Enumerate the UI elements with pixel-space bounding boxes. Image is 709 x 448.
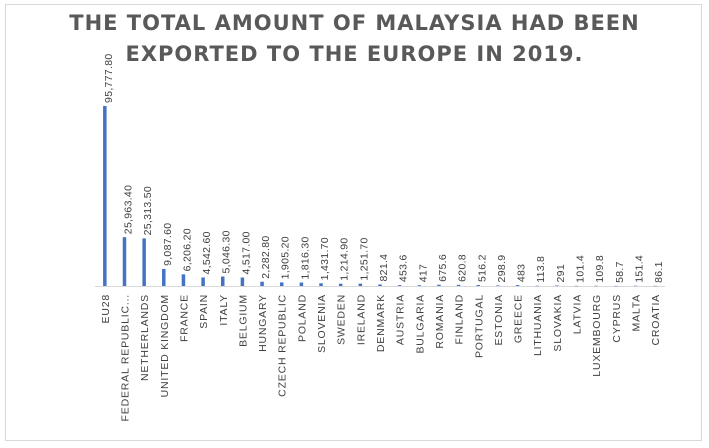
- data-label-4: 9,087.60: [162, 223, 174, 266]
- data-label-25: 101.4: [575, 255, 587, 283]
- data-label-22: 483: [516, 264, 528, 282]
- category-label-20: PORTUGAL: [473, 294, 485, 358]
- category-label-16: AUSTRIA: [395, 294, 407, 345]
- data-label-27: 58.7: [614, 261, 626, 283]
- category-label-7: ITALY: [218, 294, 230, 326]
- bar-4: [162, 268, 166, 286]
- bar-24: [555, 285, 559, 286]
- category-label-12: SLOVENIA: [316, 294, 328, 353]
- data-label-17: 417: [417, 264, 429, 282]
- bar-11: [299, 282, 304, 286]
- bar-1: [103, 105, 107, 286]
- category-label-4: UNITED KINGDOM: [159, 294, 171, 397]
- bar-16: [397, 285, 402, 286]
- data-label-26: 109.8: [594, 255, 606, 283]
- data-label-3: 25,313.50: [142, 186, 154, 235]
- bar-2: [122, 237, 127, 286]
- data-label-11: 1,816.30: [299, 236, 311, 279]
- bar-5: [181, 274, 186, 286]
- data-label-24: 291: [555, 264, 567, 282]
- category-label-26: LUXEMBOURG: [591, 294, 603, 377]
- category-label-10: CZECH REPUBLIC: [277, 294, 289, 397]
- bar-7: [221, 276, 225, 286]
- data-label-2: 25,963.40: [122, 185, 134, 234]
- bar-13: [338, 283, 343, 286]
- category-label-11: POLAND: [296, 294, 308, 342]
- data-label-23: 113.8: [535, 256, 547, 283]
- category-label-5: FRANCE: [178, 294, 190, 342]
- bar-3: [142, 238, 146, 286]
- category-label-1: EU28: [100, 294, 112, 323]
- bar-10: [279, 282, 284, 286]
- category-label-23: LITHUANIA: [532, 294, 544, 356]
- bar-18: [437, 284, 441, 286]
- data-label-18: 675.6: [437, 254, 449, 282]
- data-label-9: 2,282.80: [260, 235, 272, 278]
- bar-20: [476, 285, 481, 286]
- data-label-28: 151.4: [634, 255, 646, 283]
- category-label-22: GREECE: [513, 294, 525, 343]
- category-label-29: CROATIA: [650, 294, 662, 346]
- chart-frame: [5, 4, 702, 441]
- data-label-14: 1,251.70: [358, 237, 370, 280]
- data-label-1: 95,777.80: [103, 54, 115, 103]
- data-label-10: 1,905.20: [280, 236, 292, 279]
- category-label-2: FEDERAL REPUBLIC...: [119, 294, 131, 421]
- bar-19: [456, 284, 461, 286]
- category-label-19: FINLAND: [454, 294, 466, 345]
- data-label-7: 5,046.30: [221, 230, 233, 273]
- category-label-13: SWEDEN: [336, 294, 348, 345]
- bar-21: [496, 285, 500, 286]
- data-label-16: 453.6: [398, 254, 410, 282]
- data-label-13: 1,214.90: [339, 237, 351, 280]
- bar-6: [201, 277, 205, 286]
- data-label-8: 4,517.00: [240, 231, 252, 274]
- category-label-15: DENMARK: [375, 294, 387, 352]
- category-label-28: MALTA: [631, 294, 643, 331]
- chart-title-line-2: EXPORTED TO THE EUROPE IN 2019.: [125, 42, 584, 66]
- bar-14: [358, 283, 363, 286]
- category-label-6: SPAIN: [198, 294, 210, 329]
- category-label-18: ROMANIA: [434, 294, 446, 349]
- bar-17: [417, 285, 422, 286]
- category-label-24: SLOVAKIA: [552, 294, 564, 352]
- bar-8: [240, 277, 245, 286]
- category-label-9: HUNGARY: [257, 294, 269, 352]
- bar-22: [515, 285, 520, 286]
- category-label-27: CYPRUS: [611, 294, 623, 343]
- data-label-20: 516.2: [476, 254, 488, 282]
- chart-title: THE TOTAL AMOUNT OF MALAYSIA HAD BEEN EX…: [0, 8, 709, 70]
- category-label-14: IRELAND: [355, 294, 367, 345]
- data-label-19: 620.8: [457, 254, 469, 282]
- category-label-17: BULGARIA: [414, 294, 426, 354]
- data-label-12: 1,431.70: [319, 237, 331, 280]
- data-label-15: 821.4: [378, 254, 390, 282]
- category-label-8: BELGIUM: [237, 294, 249, 347]
- data-label-29: 86.1: [653, 261, 665, 283]
- bar-12: [319, 283, 323, 286]
- data-label-6: 4,542.60: [201, 231, 213, 274]
- category-label-21: ESTONIA: [493, 294, 505, 346]
- category-label-3: NETHERLANDS: [139, 294, 151, 381]
- data-labels-group: 95,777.80 25,963.40 25,313.50 9,087.60 6,206…: [103, 54, 665, 283]
- chart-title-line-1: THE TOTAL AMOUNT OF MALAYSIA HAD BEEN: [69, 11, 640, 35]
- bars-group: [103, 105, 657, 287]
- data-label-5: 6,206.20: [181, 228, 193, 271]
- data-label-21: 298.9: [496, 255, 508, 283]
- bar-15: [378, 284, 382, 286]
- bar-9: [260, 281, 264, 286]
- category-label-25: LATVIA: [572, 294, 584, 334]
- category-tick-labels-group: EU28 FEDERAL REPUBLIC... NETHERLANDS UNITED…: [100, 294, 662, 421]
